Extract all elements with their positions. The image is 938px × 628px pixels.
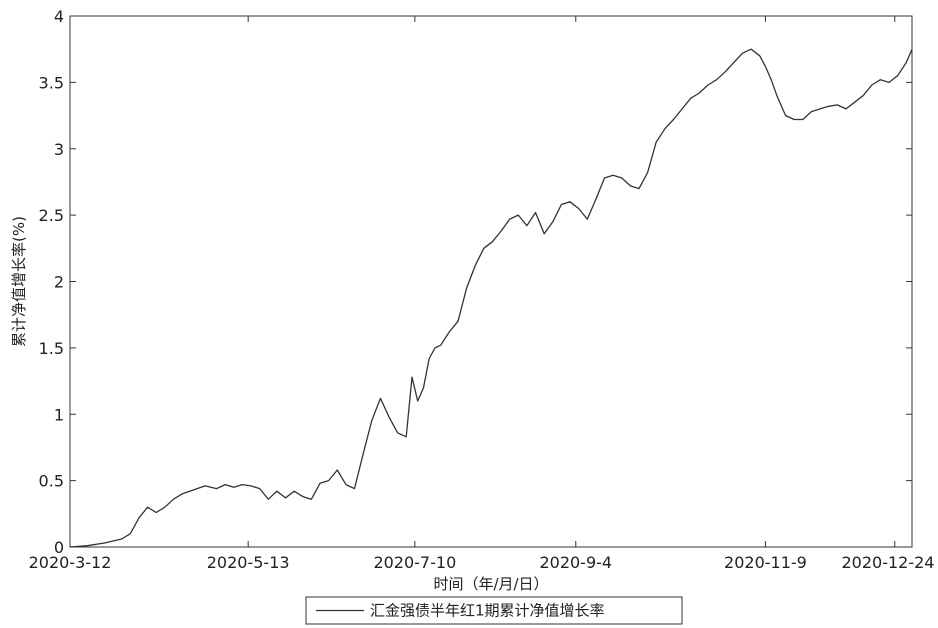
y-tick-label: 3 <box>54 140 64 159</box>
y-tick-label: 1.5 <box>39 339 64 358</box>
legend-box <box>305 596 683 625</box>
x-tick-label: 2020-7-10 <box>373 553 456 572</box>
y-tick-label: 1 <box>54 405 64 424</box>
y-tick-label: 2.5 <box>39 206 64 225</box>
x-axis-title: 时间（年/月/日） <box>433 575 548 593</box>
x-tick-label: 2020-9-4 <box>539 553 612 572</box>
series-line <box>69 48 913 548</box>
y-tick-label: 3.5 <box>39 73 64 92</box>
x-tick-label: 2020-5-13 <box>207 553 290 572</box>
legend: 汇金强债半年红1期累计净值增长率 <box>305 596 683 625</box>
legend-series-label: 汇金强债半年红1期累计净值增长率 <box>370 602 605 620</box>
y-tick-label: 0 <box>54 538 64 557</box>
y-tick-label: 4 <box>54 7 64 26</box>
y-tick-label: 2 <box>54 273 64 292</box>
y-tick-label: 0.5 <box>39 472 64 491</box>
x-tick-label: 2020-11-9 <box>724 553 807 572</box>
plot-area <box>69 48 913 548</box>
x-tick-label: 2020-3-12 <box>29 553 112 572</box>
y-axis-title: 累计净值增长率(%) <box>10 216 28 347</box>
x-tick-label: 2020-12-24 <box>842 553 935 572</box>
axes: 0 0.5 1 1.5 2 2.5 3 3.5 4 2020-3-12 2020-5-13 2020-… <box>29 7 935 572</box>
